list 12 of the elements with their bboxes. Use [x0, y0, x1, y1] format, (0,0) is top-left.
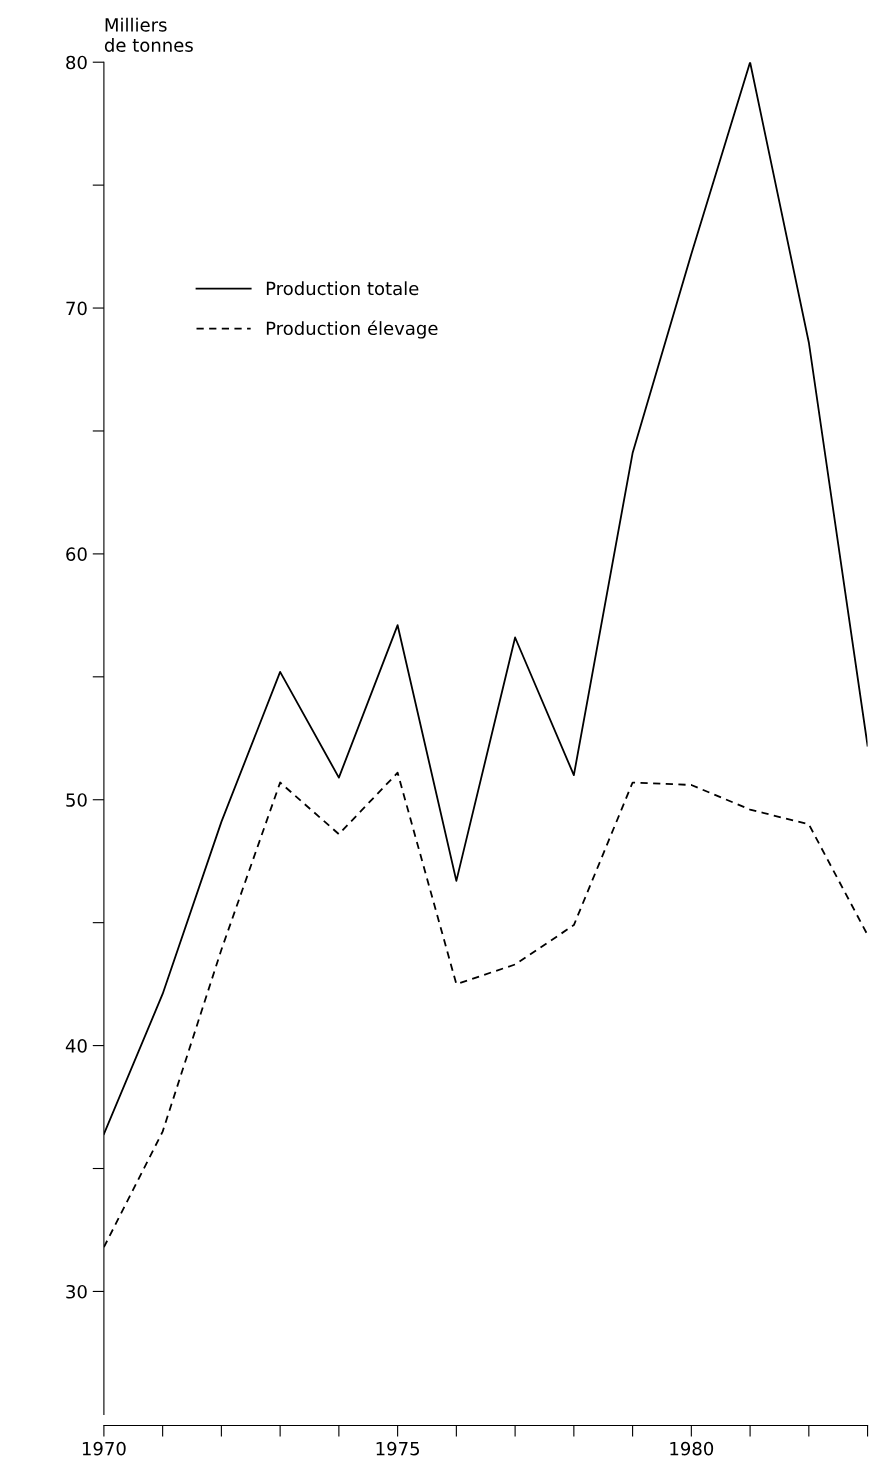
x-tick-label: 1980: [670, 1441, 714, 1456]
y-tick-label: 50: [66, 793, 87, 807]
y-tick-label: 40: [65, 1039, 87, 1053]
y-axis-title: Milliers de tonnes: [104, 17, 193, 52]
y-tick-label: 60: [66, 547, 87, 562]
x-tick-label: 1975: [376, 1441, 420, 1456]
y-tick-label: 30: [66, 1284, 87, 1299]
y-tick-label: 70: [66, 301, 87, 316]
y-tick-label: 80: [66, 55, 87, 70]
legend-label: Production totale: [266, 281, 419, 296]
x-tick-label: 1970: [82, 1441, 126, 1456]
legend-label: Production élevage: [266, 320, 438, 339]
